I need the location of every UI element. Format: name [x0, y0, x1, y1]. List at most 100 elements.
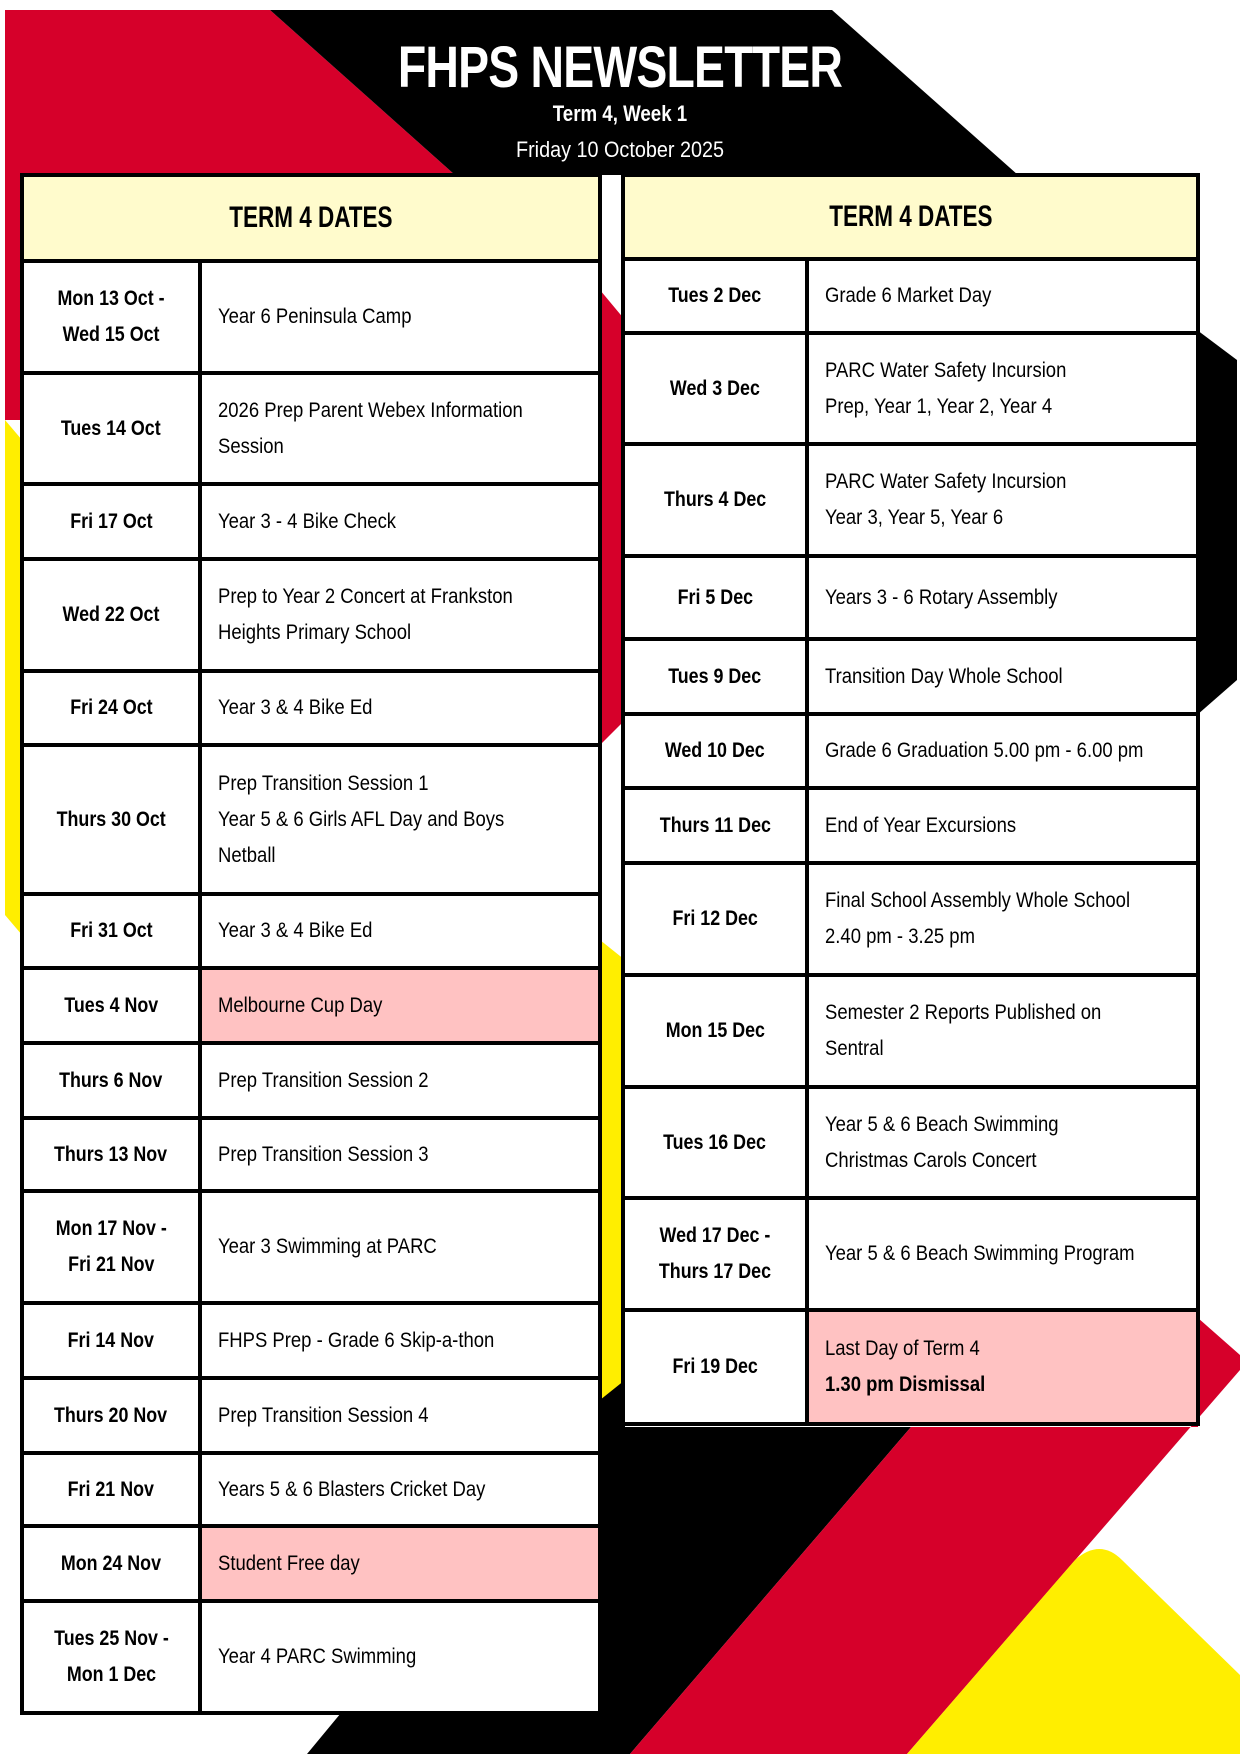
newsletter-title: FHPS NEWSLETTER — [397, 35, 843, 100]
yellow-bottom-corner — [907, 1549, 1240, 1754]
date-cell: Fri 19 Dec — [625, 1312, 805, 1422]
event-text: Year 5 & 6 Girls AFL Day and Boys — [218, 807, 505, 831]
date-text: Thurs 17 Dec — [658, 1260, 772, 1283]
date-text: Fri 5 Dec — [677, 585, 753, 609]
table-row: Wed 10 Dec Grade 6 Graduation 5.00 pm - 6… — [625, 716, 1196, 786]
table-row: Thurs 6 Nov Prep Transition Session 2 — [24, 1045, 598, 1116]
event-cell: Melbourne Cup Day — [202, 970, 598, 1041]
event-text: Heights Primary School — [218, 621, 412, 644]
date-text: Mon 13 Oct - — [57, 287, 165, 310]
event-text: Melbourne Cup Day — [218, 993, 383, 1017]
table-row: Fri 5 Dec Years 3 - 6 Rotary Assembly — [625, 558, 1196, 637]
table-row: Tues 2 Dec Grade 6 Market Day — [625, 261, 1196, 331]
date-text: Thurs 11 Dec — [659, 813, 771, 837]
date-text: Wed 15 Oct — [62, 323, 160, 346]
table-row: Fri 21 Nov Years 5 & 6 Blasters Cricket D… — [24, 1455, 598, 1524]
event-text: Transition Day Whole School — [825, 664, 1063, 688]
table-row: Mon 15 Dec Semester 2 Reports Published o… — [625, 977, 1196, 1085]
black-right-shape — [1197, 330, 1237, 715]
event-text: Last Day of Term 4 — [825, 1337, 980, 1360]
event-text: Year 3, Year 5, Year 6 — [825, 506, 1004, 529]
event-cell: Year 3 & 4 Bike Ed — [202, 673, 598, 743]
date-text: Wed 3 Dec — [670, 376, 760, 400]
event-text: Year 3 Swimming at PARC — [218, 1235, 437, 1258]
table-heading: TERM 4 DATES — [24, 177, 598, 259]
date-cell: Tues 4 Nov — [24, 970, 198, 1041]
table-heading-text: TERM 4 DATES — [229, 201, 393, 234]
date-cell: Thurs 6 Nov — [24, 1045, 198, 1116]
date-cell: Mon 13 Oct - Wed 15 Oct — [24, 263, 198, 371]
event-cell: Prep Transition Session 2 — [202, 1045, 598, 1116]
date-cell: Mon 24 Nov — [24, 1528, 198, 1599]
event-cell: End of Year Excursions — [809, 790, 1196, 861]
event-text: Prep to Year 2 Concert at Frankston — [218, 585, 513, 608]
event-text: Year 6 Peninsula Camp — [218, 305, 412, 328]
table-row: Fri 14 Nov FHPS Prep - Grade 6 Skip-a-tho… — [24, 1305, 598, 1376]
red-middle-strip — [600, 290, 625, 745]
event-cell: PARC Water Safety Incursion Prep, Year 1,… — [809, 335, 1196, 442]
event-cell: PARC Water Safety Incursion Year 3, Year … — [809, 446, 1196, 554]
table-row: Fri 24 Oct Year 3 & 4 Bike Ed — [24, 673, 598, 743]
date-text: Tues 4 Nov — [64, 993, 158, 1017]
event-text: Year 5 & 6 Beach Swimming Program — [825, 1242, 1135, 1265]
event-text: Netball — [218, 843, 276, 867]
date-cell: Fri 14 Nov — [24, 1305, 198, 1376]
table-row: Fri 17 Oct Year 3 - 4 Bike Check — [24, 486, 598, 557]
date-text: Tues 2 Dec — [668, 284, 762, 307]
event-text: Year 3 & 4 Bike Ed — [218, 696, 373, 719]
event-text: 2.40 pm - 3.25 pm — [825, 925, 975, 948]
event-cell: Year 3 Swimming at PARC — [202, 1193, 598, 1301]
date-cell: Thurs 4 Dec — [625, 446, 805, 554]
event-text: Prep, Year 1, Year 2, Year 4 — [825, 394, 1053, 418]
event-cell: Prep to Year 2 Concert at Frankston Heigh… — [202, 561, 598, 669]
event-text: PARC Water Safety Incursion — [825, 470, 1067, 493]
date-cell: Thurs 30 Oct — [24, 747, 198, 892]
date-text: Mon 15 Dec — [665, 1019, 765, 1042]
date-text: Wed 22 Oct — [62, 603, 160, 626]
table-row: Mon 13 Oct - Wed 15 Oct Year 6 Peninsula C… — [24, 263, 598, 371]
event-text: Year 4 PARC Swimming — [218, 1645, 417, 1668]
table-row: Mon 24 Nov Student Free day — [24, 1528, 598, 1599]
event-text: Grade 6 Graduation 5.00 pm - 6.00 pm — [825, 739, 1144, 762]
event-text: Prep Transition Session 3 — [218, 1142, 429, 1166]
date-cell: Fri 5 Dec — [625, 558, 805, 637]
event-cell: Grade 6 Market Day — [809, 261, 1196, 331]
event-cell: Years 5 & 6 Blasters Cricket Day — [202, 1455, 598, 1524]
red-bottom-band — [630, 1318, 1240, 1754]
date-text: Thurs 6 Nov — [59, 1068, 163, 1092]
event-text: Prep Transition Session 1 — [218, 771, 429, 795]
newsletter-date: Friday 10 October 2025 — [515, 137, 725, 162]
table-heading-text: TERM 4 DATES — [828, 200, 993, 233]
date-cell: Fri 24 Oct — [24, 673, 198, 743]
date-cell: Fri 31 Oct — [24, 896, 198, 966]
date-cell: Fri 12 Dec — [625, 865, 805, 973]
event-text-bold: 1.30 pm Dismissal — [825, 1373, 986, 1396]
event-text: Year 3 & 4 Bike Ed — [218, 919, 373, 942]
date-cell: Thurs 20 Nov — [24, 1380, 198, 1451]
date-text: Tues 25 Nov - — [53, 1627, 169, 1650]
event-cell: Year 4 PARC Swimming — [202, 1603, 598, 1711]
event-cell: Student Free day — [202, 1528, 598, 1599]
date-cell: Tues 25 Nov - Mon 1 Dec — [24, 1603, 198, 1711]
yellow-left-strip — [5, 420, 22, 935]
date-cell: Tues 9 Dec — [625, 641, 805, 712]
red-top-left-shape — [5, 10, 455, 420]
date-cell: Fri 17 Oct — [24, 486, 198, 557]
date-cell: Thurs 11 Dec — [625, 790, 805, 861]
table-row: Wed 17 Dec - Thurs 17 Dec Year 5 & 6 Beach… — [625, 1200, 1196, 1308]
event-text: Prep Transition Session 4 — [218, 1403, 429, 1427]
table-row: Thurs 13 Nov Prep Transition Session 3 — [24, 1120, 598, 1189]
table-row: Wed 22 Oct Prep to Year 2 Concert at Fran… — [24, 561, 598, 669]
date-text: Mon 24 Nov — [60, 1551, 162, 1575]
date-text: Fri 21 Nov — [67, 1477, 155, 1501]
table-row: Tues 9 Dec Transition Day Whole School — [625, 641, 1196, 712]
date-cell: Tues 16 Dec — [625, 1089, 805, 1196]
event-cell: Year 5 & 6 Beach Swimming Christmas Carol… — [809, 1089, 1196, 1196]
event-cell: Year 5 & 6 Beach Swimming Program — [809, 1200, 1196, 1308]
date-text: Thurs 13 Nov — [54, 1142, 168, 1166]
date-text: Fri 21 Nov — [67, 1253, 155, 1276]
table-row: Tues 25 Nov - Mon 1 Dec Year 4 PARC Swimmi… — [24, 1603, 598, 1711]
event-text: Prep Transition Session 2 — [218, 1068, 429, 1092]
event-cell: Last Day of Term 4 1.30 pm Dismissal — [809, 1312, 1196, 1422]
date-text: Fri 12 Dec — [672, 907, 758, 930]
